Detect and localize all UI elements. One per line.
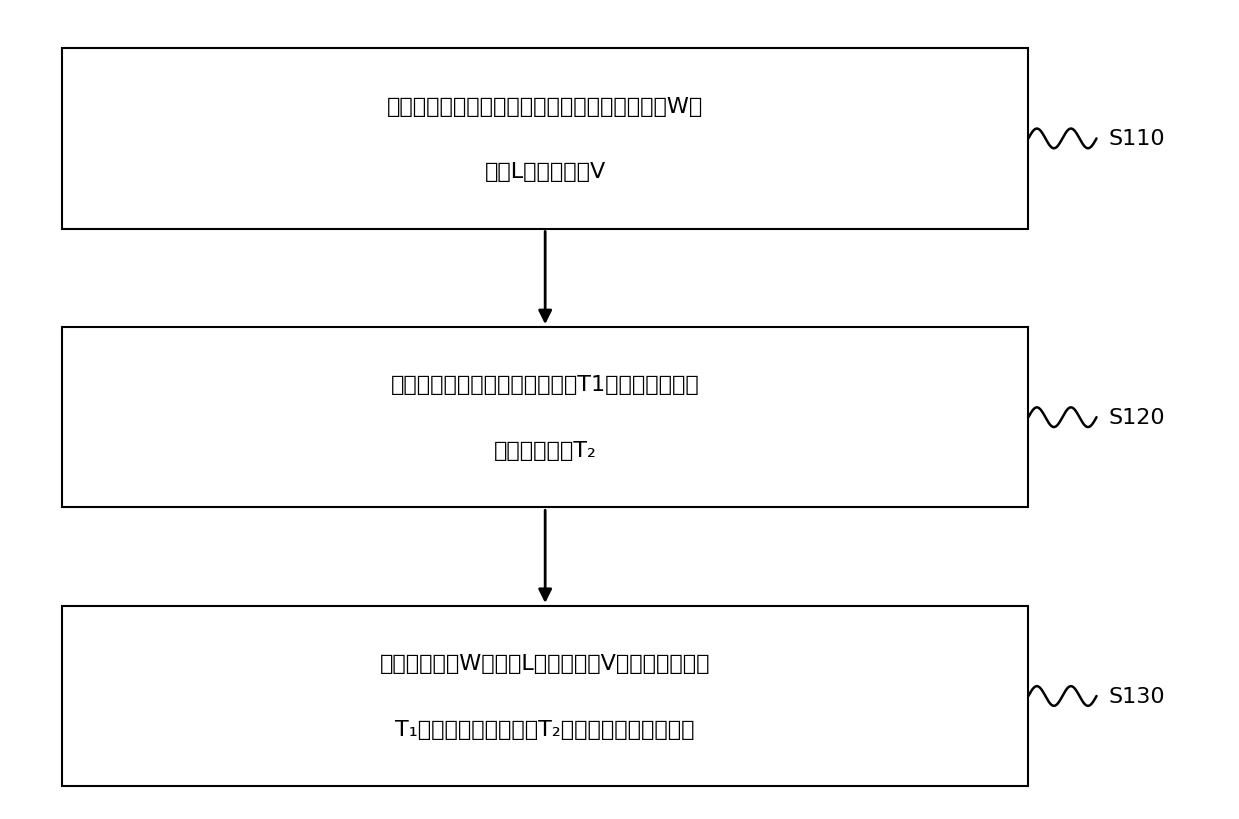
Text: T₁和所述纸币离开时间T₂确定所述纸币的倾斜度: T₁和所述纸币离开时间T₂确定所述纸币的倾斜度 [395, 719, 695, 739]
FancyBboxPatch shape [62, 328, 1028, 508]
Text: S110: S110 [1109, 129, 1166, 149]
Text: 获取传感器感应的纸币触发时间T1和传感器感应的: 获取传感器感应的纸币触发时间T1和传感器感应的 [390, 375, 700, 395]
FancyBboxPatch shape [62, 49, 1028, 229]
Text: 获取纸币的特征信息，所述特征信息包括：宽度W、: 获取纸币的特征信息，所述特征信息包括：宽度W、 [387, 97, 704, 116]
Text: 根据所述宽度W、长度L、传送速度V、纸币触发时间: 根据所述宽度W、长度L、传送速度V、纸币触发时间 [380, 654, 710, 673]
FancyBboxPatch shape [62, 606, 1028, 786]
Text: S120: S120 [1109, 408, 1166, 428]
Text: 长度L和传送速度V: 长度L和传送速度V [484, 162, 606, 182]
Text: S130: S130 [1109, 686, 1166, 706]
Text: 纸币离开时间T₂: 纸币离开时间T₂ [493, 441, 597, 460]
